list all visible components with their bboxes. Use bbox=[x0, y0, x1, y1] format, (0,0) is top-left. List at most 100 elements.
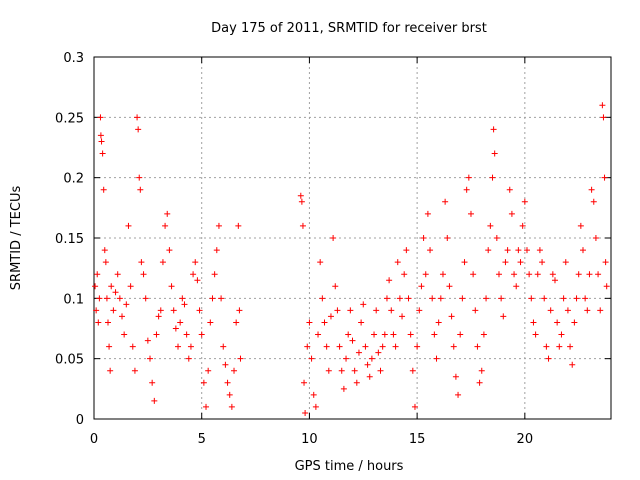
data-point-marker bbox=[136, 174, 143, 181]
data-point-marker bbox=[187, 343, 194, 350]
data-point-marker bbox=[172, 325, 179, 332]
data-point-marker bbox=[325, 367, 332, 374]
data-point-marker bbox=[334, 307, 341, 314]
data-point-marker bbox=[429, 295, 436, 302]
data-point-marker bbox=[586, 271, 593, 278]
data-point-marker bbox=[99, 150, 106, 157]
data-point-marker bbox=[155, 313, 162, 320]
data-point-marker bbox=[347, 307, 354, 314]
data-point-marker bbox=[164, 210, 171, 217]
data-point-marker bbox=[489, 174, 496, 181]
data-point-marker bbox=[200, 379, 207, 386]
data-point-marker bbox=[483, 295, 490, 302]
y-axis-ticks: 0 0.05 0.1 0.15 0.2 0.25 0.3 bbox=[55, 51, 611, 428]
data-point-marker bbox=[317, 259, 324, 266]
data-point-marker bbox=[592, 235, 599, 241]
data-point-marker bbox=[198, 331, 205, 338]
data-point-marker bbox=[452, 373, 459, 380]
data-point-marker bbox=[386, 277, 393, 284]
data-point-marker bbox=[571, 319, 578, 326]
data-point-marker bbox=[321, 319, 328, 326]
data-point-marker bbox=[353, 379, 360, 386]
data-point-marker bbox=[515, 247, 522, 254]
data-point-marker bbox=[336, 343, 343, 350]
x-tick-label: 20 bbox=[517, 432, 534, 447]
data-point-marker bbox=[157, 307, 164, 314]
data-point-marker bbox=[450, 343, 457, 350]
data-points bbox=[92, 102, 610, 416]
data-point-marker bbox=[112, 289, 119, 296]
y-axis-label: SRMTID / TECUs bbox=[9, 186, 24, 291]
data-point-marker bbox=[422, 271, 429, 278]
data-point-marker bbox=[414, 343, 421, 350]
data-point-marker bbox=[360, 301, 367, 308]
data-point-marker bbox=[140, 271, 147, 278]
data-point-marker bbox=[511, 271, 518, 278]
y-tick-label: 0.15 bbox=[55, 232, 84, 247]
data-point-marker bbox=[362, 343, 369, 350]
data-point-marker bbox=[536, 247, 543, 254]
data-point-marker bbox=[411, 403, 418, 410]
data-point-marker bbox=[532, 331, 539, 338]
data-point-marker bbox=[190, 271, 197, 278]
data-point-marker bbox=[562, 259, 569, 266]
x-tick-label: 10 bbox=[301, 432, 318, 447]
data-point-marker bbox=[502, 259, 509, 266]
data-point-marker bbox=[298, 198, 305, 205]
data-point-marker bbox=[192, 259, 199, 266]
data-point-marker bbox=[236, 307, 243, 314]
data-point-marker bbox=[312, 403, 319, 410]
data-point-marker bbox=[135, 126, 142, 133]
data-point-marker bbox=[205, 367, 212, 374]
data-point-marker bbox=[168, 283, 175, 290]
y-tick-label: 0 bbox=[76, 413, 84, 428]
data-point-marker bbox=[218, 295, 225, 302]
y-tick-label: 0.2 bbox=[63, 172, 84, 187]
data-point-marker bbox=[554, 319, 561, 326]
data-point-marker bbox=[418, 283, 425, 290]
data-point-marker bbox=[106, 343, 113, 350]
data-point-marker bbox=[123, 301, 130, 308]
data-point-marker bbox=[575, 271, 582, 278]
data-point-marker bbox=[92, 283, 99, 290]
data-point-marker bbox=[381, 331, 388, 338]
data-point-marker bbox=[487, 222, 494, 229]
data-point-marker bbox=[108, 283, 115, 290]
data-point-marker bbox=[416, 307, 423, 314]
data-point-marker bbox=[513, 283, 520, 290]
data-point-marker bbox=[100, 186, 107, 193]
data-point-marker bbox=[105, 319, 112, 326]
x-axis-ticks: 0 5 10 15 20 bbox=[90, 57, 533, 447]
data-point-marker bbox=[213, 247, 220, 254]
data-point-marker bbox=[147, 355, 154, 362]
data-point-marker bbox=[560, 295, 567, 302]
data-point-marker bbox=[97, 114, 104, 121]
data-point-marker bbox=[493, 235, 500, 241]
data-point-marker bbox=[340, 385, 347, 392]
chart-title: Day 175 of 2011, SRMTID for receiver brs… bbox=[211, 21, 487, 36]
data-point-marker bbox=[549, 271, 556, 278]
data-point-marker bbox=[437, 295, 444, 302]
data-point-marker bbox=[179, 295, 186, 302]
data-point-marker bbox=[439, 271, 446, 278]
data-point-marker bbox=[470, 271, 477, 278]
data-point-marker bbox=[543, 343, 550, 350]
data-point-marker bbox=[600, 114, 607, 121]
data-point-marker bbox=[377, 367, 384, 374]
data-point-marker bbox=[491, 150, 498, 157]
data-point-marker bbox=[407, 331, 414, 338]
data-point-marker bbox=[355, 349, 362, 356]
data-point-marker bbox=[237, 355, 244, 362]
data-point-marker bbox=[209, 295, 216, 302]
data-point-marker bbox=[579, 247, 586, 254]
data-point-marker bbox=[196, 307, 203, 314]
data-point-marker bbox=[405, 295, 412, 302]
data-point-marker bbox=[364, 361, 371, 368]
data-point-marker bbox=[170, 307, 177, 314]
data-point-marker bbox=[590, 198, 597, 205]
data-point-marker bbox=[490, 126, 497, 133]
data-point-marker bbox=[358, 319, 365, 326]
y-tick-label: 0.1 bbox=[63, 292, 84, 307]
data-point-marker bbox=[366, 373, 373, 380]
data-point-marker bbox=[98, 138, 105, 145]
